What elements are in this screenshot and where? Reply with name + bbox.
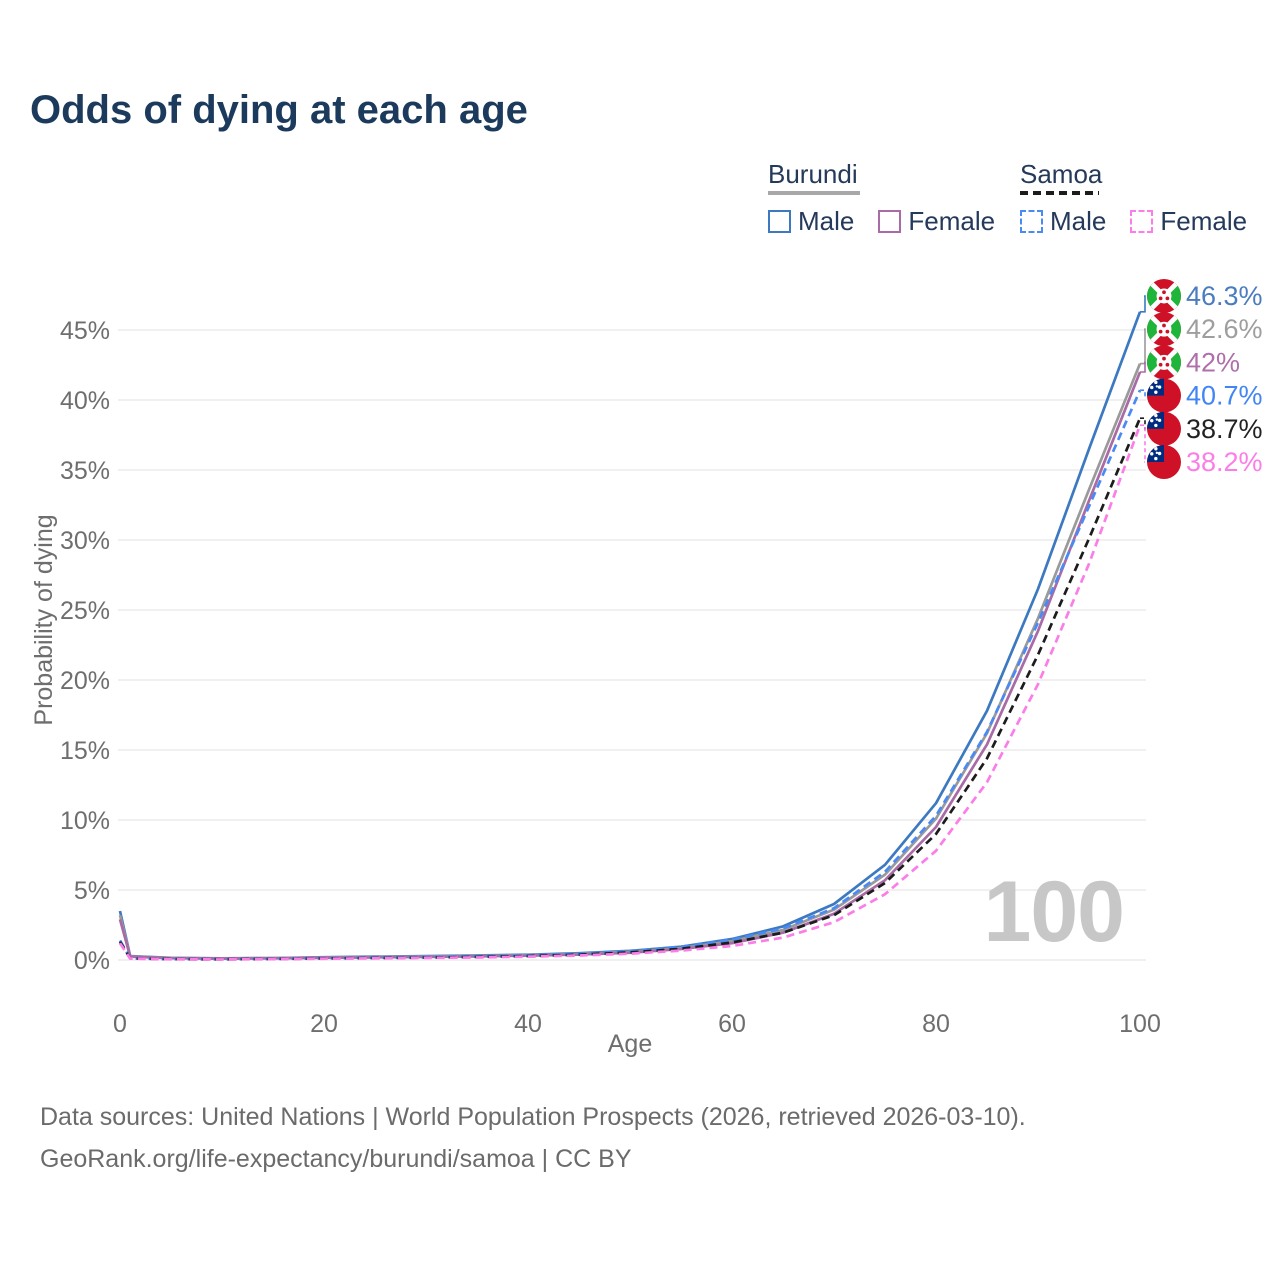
- y-tick-label: 5%: [74, 877, 110, 905]
- end-label-connector: [1140, 361, 1146, 373]
- series-line-samoa-female[interactable]: [118, 424, 1142, 961]
- legend-swatch-icon[interactable]: [878, 210, 902, 233]
- series-line-burundi-male[interactable]: [118, 311, 1142, 960]
- legend-item-samoa-male[interactable]: Male: [1020, 206, 1106, 237]
- x-tick-label: 0: [113, 1010, 127, 1038]
- legend-item-label: Female: [1160, 206, 1248, 236]
- samoa-flag-icon: [1147, 445, 1181, 479]
- legend-item-label: Female: [908, 206, 996, 236]
- y-tick-label: 30%: [60, 527, 110, 555]
- legend-underline-samoa: [1020, 191, 1099, 195]
- burundi-flag-icon: [1147, 312, 1181, 347]
- end-label-connector: [1140, 328, 1146, 365]
- end-value-label-burundi-female: 42%: [1186, 347, 1240, 377]
- x-axis-title: Age: [608, 1030, 652, 1058]
- end-value-label-samoa-female: 38.2%: [1186, 447, 1263, 477]
- y-tick-label: 20%: [60, 667, 110, 695]
- end-value-label-burundi-both-sexes: 42.6%: [1186, 314, 1263, 344]
- legend-item-label: Male: [1050, 206, 1107, 236]
- footer: Data sources: United Nations | World Pop…: [40, 1096, 1026, 1180]
- burundi-flag-icon: [1147, 279, 1181, 313]
- y-tick-label: 10%: [60, 807, 110, 835]
- y-tick-label: 15%: [60, 737, 110, 765]
- y-tick-label: 0%: [74, 947, 110, 975]
- y-tick-label: 35%: [60, 457, 110, 485]
- x-tick-label: 40: [514, 1010, 542, 1038]
- legend-group-burundi: Burundi Male Female: [768, 160, 995, 237]
- end-label-connector: [1140, 295, 1146, 313]
- samoa-flag-icon: [1147, 378, 1181, 413]
- y-axis-title: Probability of dying: [30, 514, 58, 725]
- y-tick-label: 45%: [60, 317, 110, 345]
- page-title: Odds of dying at each age: [30, 88, 528, 132]
- legend-item-samoa-female[interactable]: Female: [1130, 206, 1247, 237]
- legend-underline-burundi: [768, 191, 860, 195]
- samoa-flag-icon: [1147, 411, 1181, 446]
- legend-item-label: Male: [798, 206, 855, 236]
- y-tick-label: 40%: [60, 387, 110, 415]
- end-value-label-samoa-both-sexes: 38.7%: [1186, 414, 1263, 444]
- x-tick-label: 80: [922, 1010, 950, 1038]
- legend-item-burundi-female[interactable]: Female: [878, 206, 995, 237]
- legend-swatch-icon[interactable]: [1130, 210, 1154, 233]
- x-tick-label: 20: [310, 1010, 338, 1038]
- x-tick-label: 100: [1119, 1010, 1161, 1038]
- y-tick-label: 25%: [60, 597, 110, 625]
- legend: Burundi Male Female Samoa Male Female: [0, 160, 1280, 250]
- burundi-flag-icon: [1147, 345, 1181, 380]
- watermark-age-label: 100: [984, 864, 1125, 960]
- attribution-line: GeoRank.org/life-expectancy/burundi/samo…: [40, 1145, 632, 1173]
- legend-swatch-icon[interactable]: [1020, 210, 1043, 233]
- end-label-connector: [1140, 424, 1146, 463]
- data-sources-line: Data sources: United Nations | World Pop…: [40, 1103, 1026, 1131]
- legend-group-samoa: Samoa Male Female: [1020, 160, 1247, 237]
- legend-item-burundi-male[interactable]: Male: [768, 206, 854, 237]
- x-tick-label: 60: [718, 1010, 746, 1038]
- legend-country-burundi: Burundi: [768, 159, 858, 189]
- legend-country-samoa: Samoa: [1020, 159, 1103, 189]
- end-label-connector: [1140, 389, 1146, 397]
- end-value-label-samoa-male: 40.7%: [1186, 381, 1263, 411]
- end-value-label-burundi-male: 46.3%: [1186, 281, 1263, 311]
- legend-swatch-icon[interactable]: [768, 210, 791, 233]
